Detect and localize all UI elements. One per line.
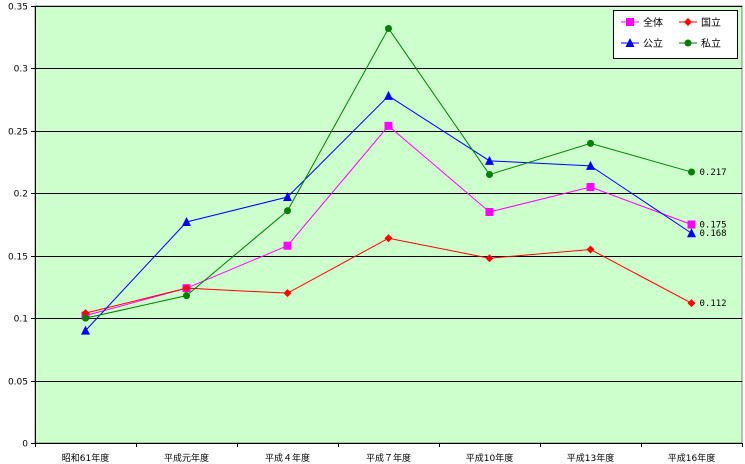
y-tick-label: 0.3 <box>14 65 28 75</box>
x-tick-label: 平成元年度 <box>164 452 209 464</box>
series-公立 <box>81 90 696 335</box>
data-point <box>283 289 292 298</box>
y-tick-label: 0 <box>22 440 28 450</box>
data-point <box>182 217 191 227</box>
data-point <box>81 309 90 318</box>
data-point <box>385 24 392 32</box>
data-point <box>384 234 393 243</box>
data-point <box>283 192 292 202</box>
x-tick-label: 平成７年度 <box>366 452 411 464</box>
x-tick-label: 平成10年度 <box>466 452 513 464</box>
data-point <box>485 155 494 165</box>
data-point <box>485 254 494 263</box>
legend-label: 全体 <box>643 16 663 29</box>
data-label: 0.112 <box>700 299 727 309</box>
legend-item-公立: 公立 <box>621 37 663 50</box>
legend-label: 公立 <box>643 37 663 50</box>
data-point <box>587 139 594 147</box>
y-tick-label: 0.25 <box>8 128 28 138</box>
data-point <box>688 168 695 176</box>
x-axis-ticks: 昭和61年度 平成元年度 平成４年度 平成７年度 平成10年度 平成13年度 平成16年度 <box>35 443 743 464</box>
legend-item-国立: 国立 <box>679 16 721 29</box>
y-tick-label: 0.05 <box>8 378 28 388</box>
data-point <box>182 284 191 293</box>
data-point <box>586 160 595 170</box>
data-point <box>82 314 89 322</box>
legend-item-全体: 全体 <box>621 16 663 29</box>
legend-marker <box>684 18 692 26</box>
y-axis-ticks: 0 0.05 0.1 0.15 0.2 0.25 0.3 0.35 <box>8 3 35 450</box>
data-point <box>283 241 292 250</box>
legend-marker <box>684 39 692 47</box>
data-point <box>81 325 90 335</box>
legend-label: 私立 <box>701 37 721 50</box>
legend-marker <box>626 18 634 26</box>
y-tick-label: 0.2 <box>14 190 28 200</box>
x-tick-label: 平成16年度 <box>668 452 715 464</box>
series-私立 <box>82 24 695 322</box>
data-point <box>586 183 595 192</box>
legend-marker <box>625 38 635 47</box>
x-tick-label: 平成４年度 <box>265 452 310 464</box>
data-point <box>284 207 291 215</box>
x-tick-label: 平成13年度 <box>567 452 614 464</box>
data-point <box>687 220 696 229</box>
legend-label: 国立 <box>701 16 721 29</box>
data-point <box>384 90 393 100</box>
data-point <box>486 171 493 179</box>
legend-item-私立: 私立 <box>679 37 721 50</box>
y-tick-label: 0.1 <box>14 315 28 325</box>
y-tick-label: 0.15 <box>8 253 28 263</box>
data-point <box>586 245 595 254</box>
data-label: 0.168 <box>700 229 727 239</box>
gridlines <box>35 6 742 444</box>
data-point <box>485 208 494 217</box>
data-point <box>384 121 393 130</box>
x-tick-label: 昭和61年度 <box>62 452 109 464</box>
y-tick-label: 0.35 <box>8 3 28 13</box>
plot-area <box>34 5 743 444</box>
data-point <box>687 299 696 308</box>
data-point <box>687 228 696 238</box>
legend-box <box>613 10 738 59</box>
series-国立 <box>81 234 696 318</box>
data-label: 0.175 <box>700 221 727 231</box>
data-point <box>183 292 190 300</box>
data-label: 0.217 <box>700 168 727 178</box>
series-group <box>81 24 696 335</box>
